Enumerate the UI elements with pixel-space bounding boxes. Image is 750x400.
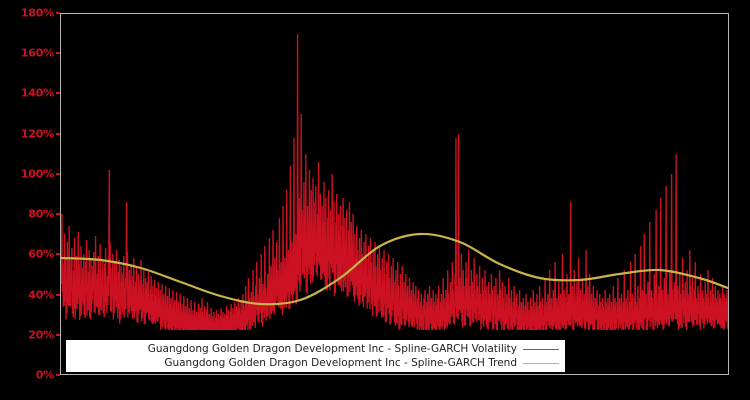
- y-axis-tick-mark: [56, 172, 60, 175]
- y-axis-tick-mark: [56, 293, 60, 296]
- y-axis-tick-label: 20%: [28, 328, 54, 342]
- y-axis-tick-mark: [56, 52, 60, 55]
- legend-entry-volatility: Guangdong Golden Dragon Development Inc …: [66, 342, 559, 356]
- y-axis-tick-mark: [56, 374, 60, 376]
- trend-series-line: [61, 232, 728, 306]
- y-axis-tick-label: 40%: [28, 288, 54, 302]
- y-axis-tick-mark: [56, 213, 60, 216]
- volatility-series-line: [61, 33, 728, 331]
- legend-entry-trend: Guangdong Golden Dragon Development Inc …: [66, 356, 559, 370]
- y-axis-tick-label: 0%: [35, 368, 54, 382]
- legend-label-trend: Guangdong Golden Dragon Development Inc …: [164, 357, 517, 369]
- y-axis-tick-label: 80%: [28, 207, 54, 221]
- y-axis-tick-mark: [56, 92, 60, 95]
- y-axis-tick-mark: [56, 12, 60, 14]
- y-axis-tick-label: 100%: [20, 167, 54, 181]
- y-axis-tick-label: 160%: [20, 46, 54, 60]
- y-axis-tick-label: 120%: [20, 127, 54, 141]
- y-axis-tick-label: 60%: [28, 247, 54, 261]
- y-axis: 0% 20% 40% 60% 80% 100% 120% 140% 160% 180%: [0, 0, 60, 400]
- plot-area: [60, 13, 729, 375]
- chart-legend: Guangdong Golden Dragon Development Inc …: [66, 340, 565, 372]
- legend-label-volatility: Guangdong Golden Dragon Development Inc …: [147, 343, 517, 355]
- chart-svg: [61, 33, 728, 331]
- y-axis-tick-mark: [56, 253, 60, 256]
- y-axis-tick-label: 140%: [20, 86, 54, 100]
- legend-line-swatch-volatility: [523, 348, 559, 350]
- y-axis-tick-mark: [56, 132, 60, 135]
- y-axis-tick-label: 180%: [20, 6, 54, 20]
- y-axis-tick-mark: [56, 333, 60, 336]
- legend-line-swatch-trend: [523, 362, 559, 364]
